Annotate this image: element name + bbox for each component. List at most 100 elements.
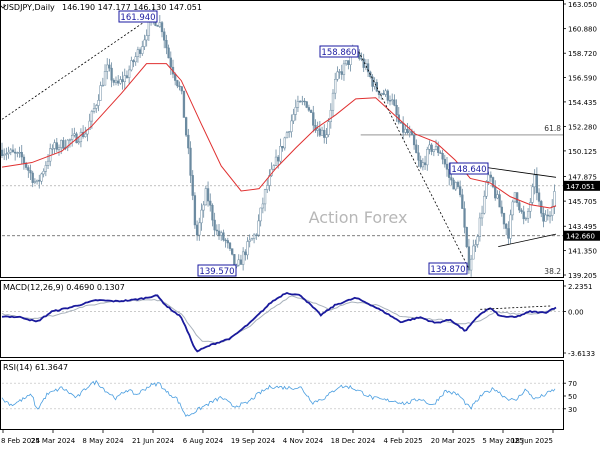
price-tick-label: 147.875: [568, 173, 597, 181]
candle-body: [110, 67, 113, 81]
trendline-triangle-lower: [498, 233, 557, 248]
candle-body: [546, 214, 549, 217]
candle-body: [255, 234, 258, 236]
candle-body: [57, 147, 61, 150]
candle-body: [274, 156, 278, 166]
candle-body: [191, 175, 194, 196]
candle-body: [511, 201, 514, 216]
candle-body: [458, 186, 462, 196]
candle-body: [141, 46, 144, 54]
candle-body: [553, 191, 556, 207]
candle-body: [309, 110, 313, 113]
candle-body: [298, 101, 302, 103]
candle-body: [217, 230, 221, 236]
candle-body: [465, 226, 468, 247]
candle-body: [551, 206, 554, 216]
candle-body: [290, 120, 293, 132]
rsi-line-path: [1, 379, 556, 418]
candle-body: [9, 149, 12, 153]
candle-body: [399, 121, 403, 124]
date-tick-label: 21 Jun 2024: [132, 437, 175, 445]
candle-body: [371, 76, 374, 87]
candle-body: [419, 159, 422, 168]
candle-body: [382, 93, 385, 95]
candle-body: [476, 236, 479, 245]
candle-body: [430, 144, 433, 152]
candle-body: [340, 71, 343, 75]
candle-body: [16, 152, 19, 154]
ma-line: [1, 63, 557, 209]
candle-body: [95, 105, 98, 109]
candle-body: [156, 25, 159, 27]
candle-body: [68, 139, 72, 141]
rsi-title: RSI(14) 61.3647: [3, 363, 68, 372]
trendline-downtrend: [358, 51, 469, 268]
candle-body: [494, 186, 497, 199]
candle-body: [283, 137, 286, 149]
candle-body: [485, 181, 488, 197]
candle-body: [252, 234, 256, 239]
candle-body: [515, 192, 519, 203]
candle-body: [206, 188, 210, 202]
candle-body: [209, 200, 212, 206]
candle-body: [529, 202, 532, 212]
candle-body: [423, 162, 427, 166]
candle-body: [220, 232, 223, 236]
candle-body: [132, 60, 135, 63]
candle-body: [325, 134, 328, 138]
candle-body: [285, 132, 289, 139]
low-label-box-2: [428, 262, 468, 275]
candle-body: [97, 100, 100, 106]
candle-body: [393, 99, 396, 106]
rsi-tick-label: 30: [568, 406, 577, 414]
price-tick-label: 160.880: [568, 26, 597, 34]
high-label-148640: 148.640: [451, 165, 486, 175]
high-label-158860: 158.860: [321, 48, 356, 58]
candle-body: [101, 84, 104, 87]
candle-body: [467, 246, 471, 271]
candle-body: [51, 148, 54, 150]
candle-body: [478, 217, 482, 237]
macd-title: MACD(12,26,9) 0.4690 0.1307: [3, 283, 125, 292]
level-tag-support: [564, 230, 600, 241]
candle-body: [509, 214, 512, 239]
candle-body: [408, 130, 411, 134]
candle-body: [454, 182, 457, 190]
candle-body: [211, 205, 214, 221]
candle-body: [272, 165, 275, 170]
candle-body: [3, 153, 6, 156]
candle-body: [163, 31, 166, 41]
collapse-icon[interactable]: [0, 4, 7, 9]
candle-body: [375, 82, 378, 92]
candle-body: [215, 229, 218, 232]
trendlines: [1, 16, 557, 268]
candle-body: [5, 153, 8, 155]
candle-body: [176, 80, 179, 87]
candle-body: [224, 239, 227, 242]
candle-body: [33, 181, 37, 183]
candle-body: [533, 174, 536, 188]
candle-body: [60, 140, 63, 148]
candle-body: [496, 194, 499, 199]
candle-body: [288, 131, 291, 134]
price-tick-label: 158.720: [568, 50, 597, 58]
panel-frames: [0, 0, 564, 430]
candle-body: [388, 100, 392, 102]
candle-body: [537, 192, 541, 202]
candle-body: [461, 194, 464, 209]
candle-body: [40, 173, 43, 182]
candle-body: [474, 244, 477, 247]
candle-body: [487, 174, 490, 182]
candle-body: [336, 71, 339, 80]
candle-body: [189, 147, 192, 176]
candle-body: [524, 217, 528, 220]
candle-body: [366, 63, 370, 73]
candle-body: [505, 223, 508, 229]
candle-body: [469, 258, 473, 271]
candle-body: [29, 170, 32, 174]
candle-body: [502, 213, 506, 225]
macd-axis: 2.2351 0.00 -3.6133: [563, 283, 595, 358]
candle-body: [358, 52, 361, 59]
candle-body: [312, 112, 315, 126]
candle-body: [117, 80, 120, 84]
